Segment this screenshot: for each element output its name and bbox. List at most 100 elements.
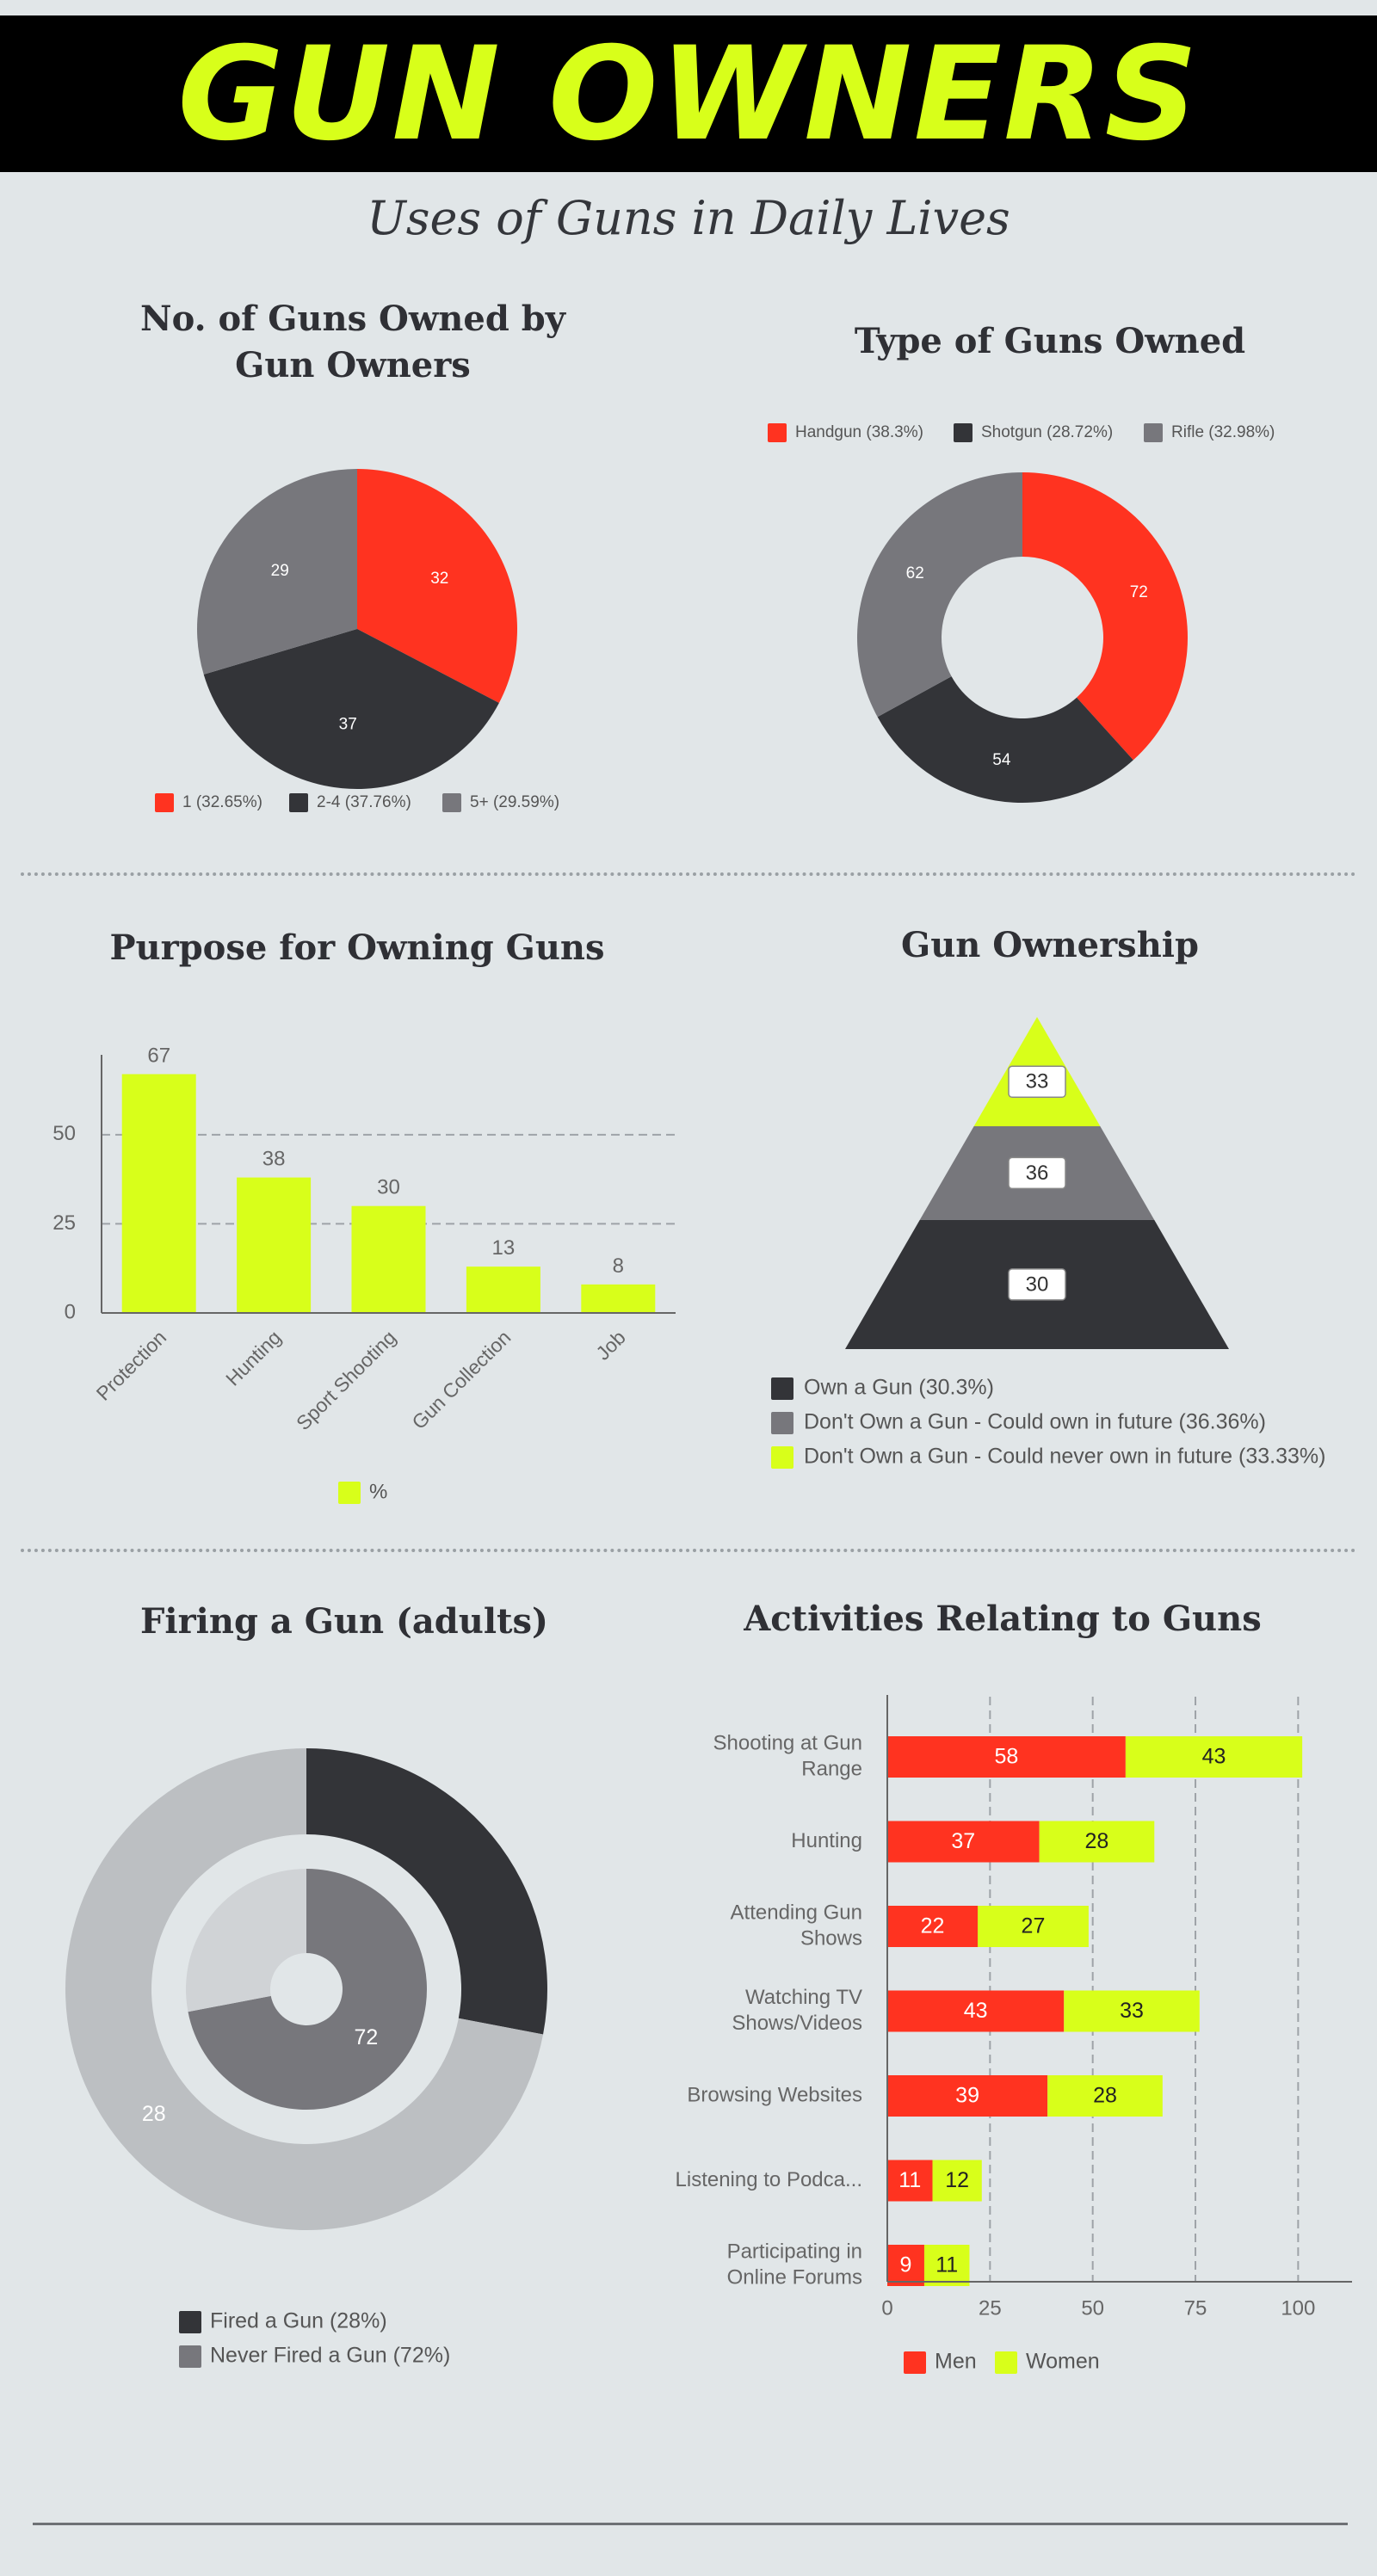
gun-types-legend-swatch-1 [954,423,973,442]
page-subtitle: Uses of Guns in Daily Lives [367,191,1010,245]
activities-bar-value-men-6: 9 [900,2253,912,2277]
ownership-value-label-1: 36 [1026,1162,1049,1185]
firing-title: Firing a Gun (adults) [140,1601,548,1642]
firing-inner-slice-0 [188,1869,427,2110]
guns-owned-legend-label-1: 2-4 (37.76%) [317,793,411,811]
purpose-bar-chart: 0 25 50 67 Protection 38 Hunting 30 Sport Shooti… [52,1044,676,1504]
activities-category-label-0-1: Range [801,1757,862,1780]
ownership-value-label-2: 30 [1026,1273,1049,1296]
guns-owned-legend-swatch-0 [155,793,174,812]
activities-category-label-6-0: Participating in [727,2240,862,2263]
gun-types-slice-label-2: 62 [906,564,924,582]
gun-types-slice-label-0: 72 [1130,583,1148,601]
activities-bar-value-men-5: 11 [898,2168,921,2192]
gun-types-slice-label-1: 54 [992,751,1011,769]
activities-bar-men-5 [887,2160,933,2202]
activities-bar-value-men-2: 22 [921,1914,945,1938]
firing-outer-slice-1 [65,1748,544,2230]
activities-legend-label-1: Women [1026,2350,1100,2374]
firing-outer-slice-0 [306,1748,547,2035]
ownership-value-box-2 [1008,1268,1066,1301]
activities-stacked-bar-chart: 0 25 50 75 100 58 43 Shooting at Gun Range 37 28 Hu… [676,1695,1352,2374]
activities-bar-value-men-0: 58 [995,1745,1019,1769]
activities-category-label-3-1: Shows/Videos [732,2012,862,2035]
activities-category-label-2-0: Attending Gun [731,1901,862,1924]
activities-category-label-3-0: Watching TV [745,1986,862,2009]
gun-types-legend-swatch-2 [1144,423,1163,442]
purpose-legend-label-0: % [369,1480,387,1503]
activities-bar-value-women-3: 33 [1120,1999,1144,2023]
guns-owned-pie-chart: 32 37 29 1 (32.65%) 2-4 (37.76%) 5+ (29.59%) [155,469,559,812]
activities-bar-women-4 [1047,2075,1163,2117]
title-banner [0,15,1377,172]
ownership-legend-label-2: Don't Own a Gun - Could never own in fut… [804,1445,1325,1469]
ownership-legend-swatch-0 [771,1377,793,1400]
guns-owned-slice-label-0: 32 [430,570,448,588]
purpose-category-label-4: Job [591,1326,630,1365]
purpose-bar-value-2: 30 [377,1176,400,1199]
activities-bar-men-4 [887,2075,1048,2117]
purpose-bar-1 [237,1177,312,1313]
guns-owned-slice-0 [357,469,517,704]
firing-legend-swatch-0 [179,2311,201,2333]
purpose-bar-value-1: 38 [262,1148,286,1171]
firing-inner-slice-label-0: 72 [354,2025,378,2049]
purpose-bar-4 [581,1284,656,1313]
activities-bar-women-6 [923,2245,970,2286]
purpose-bar-value-0: 67 [147,1044,170,1067]
gun-types-donut-chart: Handgun (38.3%) Shotgun (28.72%) Rifle (32… [768,423,1275,803]
activities-bar-value-women-5: 12 [945,2168,969,2192]
ownership-pyramid-chart: 33 36 30 Own a Gun (30.3%) Don't Own a Gun -… [771,1017,1325,1469]
guns-owned-legend-swatch-1 [289,793,308,812]
guns-owned-legend-label-2: 5+ (29.59%) [470,793,559,811]
activities-xtick-4: 100 [1281,2296,1315,2320]
section-divider-1 [21,872,1356,876]
activities-bar-value-men-3: 43 [964,1999,988,2023]
activities-xtick-2: 50 [1081,2296,1104,2320]
ownership-value-box-0 [1008,1065,1066,1099]
activities-xtick-3: 75 [1184,2296,1207,2320]
activities-category-label-0-0: Shooting at Gun [713,1731,862,1754]
activities-bar-value-women-2: 27 [1022,1914,1046,1938]
activities-xtick-0: 0 [881,2296,892,2320]
firing-legend-label-0: Fired a Gun (28%) [210,2309,387,2333]
activities-bar-women-3 [1064,1990,1200,2032]
purpose-bar-2 [351,1205,426,1313]
firing-inner-slice-1 [185,1869,306,2012]
guns-owned-legend-label-0: 1 (32.65%) [182,793,262,811]
guns-owned-slice-1 [203,629,499,789]
activities-bar-women-2 [978,1906,1089,1947]
ownership-legend-swatch-1 [771,1412,793,1434]
purpose-bar-0 [121,1074,196,1313]
purpose-category-label-0: Protection [92,1326,171,1405]
gun-types-title: Type of Guns Owned [854,321,1246,361]
activities-bar-men-0 [887,1736,1126,1778]
activities-bar-value-women-4: 28 [1093,2084,1117,2108]
gun-types-slice-1 [877,676,1133,803]
gun-types-slice-0 [1022,472,1188,761]
activities-bar-men-1 [887,1821,1040,1863]
activities-category-label-1-0: Hunting [791,1829,862,1852]
page-title: GUN OWNERS [177,20,1200,169]
ownership-legend-swatch-2 [771,1446,793,1469]
firing-legend-label-1: Never Fired a Gun (72%) [210,2344,450,2368]
activities-bar-women-5 [932,2160,982,2202]
gun-types-slice-2 [857,472,1022,718]
ownership-legend-label-1: Don't Own a Gun - Could own in future (3… [804,1410,1266,1434]
guns-owned-legend-swatch-2 [442,793,461,812]
section-divider-2 [21,1549,1356,1552]
firing-outer-slice-label-1: 28 [142,2102,166,2126]
guns-owned-slice-label-2: 29 [271,562,289,580]
ownership-value-label-0: 33 [1026,1070,1049,1094]
activities-bar-value-women-1: 28 [1085,1829,1109,1853]
activities-legend-swatch-0 [904,2351,926,2374]
gun-types-legend-swatch-0 [768,423,787,442]
purpose-bar-3 [466,1266,540,1313]
guns-owned-slice-label-1: 37 [339,715,357,733]
purpose-ytick-0: 0 [65,1300,76,1323]
purpose-ytick-1: 25 [52,1211,76,1235]
firing-legend-swatch-1 [179,2345,201,2368]
activities-legend-label-0: Men [935,2350,977,2374]
ownership-legend-label-0: Own a Gun (30.3%) [804,1376,994,1400]
activities-legend-swatch-1 [995,2351,1017,2374]
